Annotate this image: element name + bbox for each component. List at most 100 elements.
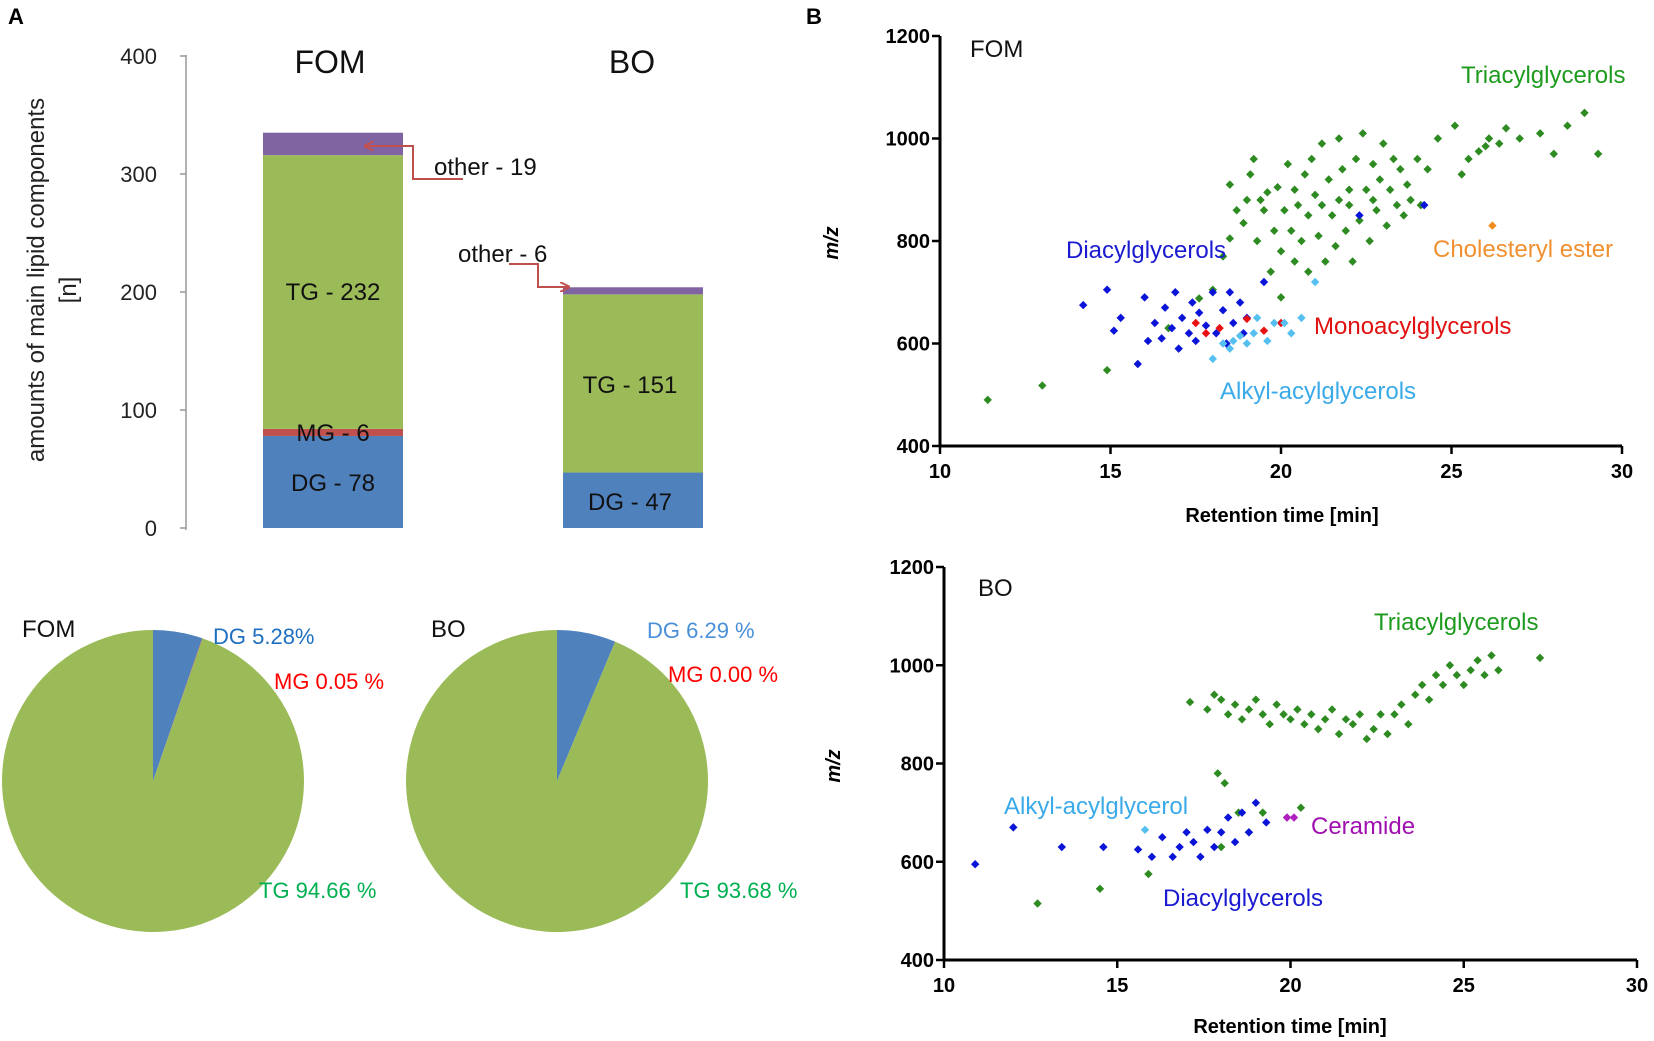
scatter-bo-point-triacylglycerols — [1397, 700, 1406, 709]
scatter-fom-point-triacylglycerols — [1399, 211, 1408, 220]
fom-label-cholesteryl-ester: Cholesteryl ester — [1433, 236, 1613, 263]
seg-label-bo-dg: DG - 47 — [588, 489, 672, 516]
bar-fom-mg — [263, 428, 403, 436]
scatter-fom-x-tick-label: 10 — [929, 461, 951, 483]
scatter-bo-point-triacylglycerols — [1203, 705, 1212, 714]
scatter-fom-x-label: Retention time [min] — [1185, 505, 1378, 527]
pie-bo-slice-tg — [406, 630, 709, 933]
scatter-fom-point-triacylglycerols — [1334, 195, 1344, 205]
scatter-bo-point-triacylglycerols — [1258, 710, 1267, 719]
scatter-fom-point-diacylglycerols — [1218, 305, 1228, 315]
scatter-fom-point-alkyl-acylglycerols — [1235, 331, 1245, 341]
pie-fom-slice-dg — [153, 630, 203, 781]
scatter-fom-point-triacylglycerols — [1276, 247, 1286, 256]
scatter-bo-point-triacylglycerols — [1314, 724, 1323, 734]
scatter-fom-point-diacylglycerols — [1201, 321, 1211, 330]
scatter-fom-point-triacylglycerols — [1563, 121, 1572, 130]
scatter-bo-point-triacylglycerols — [1473, 656, 1482, 665]
pie-chart-fom: FOM — [1, 616, 304, 932]
scatter-fom-y-tick-label: 1000 — [886, 129, 931, 151]
scatter-bo-point-triacylglycerols — [1230, 700, 1240, 709]
scatter-bo-point-triacylglycerols — [1369, 724, 1378, 734]
scatter-bo-point-triacylglycerols — [1411, 690, 1420, 699]
scatter-bo-point-triacylglycerols — [1237, 715, 1247, 724]
scatter-fom-point-triacylglycerols — [1580, 108, 1589, 118]
scatter-fom-point-diacylglycerols — [1157, 334, 1166, 343]
scatter-bo-point-triacylglycerols — [1296, 803, 1306, 812]
scatter-fom-point-monoacylglycerols — [1242, 314, 1252, 324]
scatter-bo-point-diacylglycerols — [970, 860, 980, 869]
scatter-fom-point-triacylglycerols — [1348, 257, 1357, 266]
scatter-bo-point-triacylglycerols — [1185, 697, 1195, 707]
scatter-fom-point-diacylglycerols — [1150, 318, 1160, 328]
scatter-fom-point-triacylglycerols — [1484, 134, 1494, 143]
arrow-other-bo — [509, 263, 568, 287]
bar-fom-dg — [263, 435, 403, 528]
scatter-fom-point-diacylglycerols — [1212, 329, 1221, 338]
scatter-fom-point-diacylglycerols — [1140, 293, 1149, 302]
scatter-fom-point-alkyl-acylglycerols — [1297, 313, 1306, 323]
scatter-fom-point-alkyl-acylglycerols — [1229, 336, 1238, 346]
bo-label-alkyl-acylglycerol: Alkyl-acylglycerol — [1004, 793, 1188, 820]
scatter-fom-point-triacylglycerols — [1362, 185, 1371, 194]
bar-y-tick-label: 200 — [120, 280, 157, 305]
scatter-fom-point-triacylglycerols — [1358, 129, 1368, 138]
bar-bo-tg — [563, 294, 703, 473]
scatter-fom-point-diacylglycerols — [1420, 200, 1429, 210]
scatter-bo-point-diacylglycerols — [1189, 837, 1198, 847]
scatter-fom-point-triacylglycerols — [1304, 267, 1313, 276]
scatter-fom-point-alkyl-acylglycerols — [1208, 354, 1217, 364]
scatter-fom-point-alkyl-acylglycerols — [1287, 329, 1296, 338]
scatter-bo-y-tick-label: 1200 — [890, 557, 935, 579]
scatter-bo-point-triacylglycerols — [1417, 680, 1427, 690]
scatter-bo-point-triacylglycerols — [1244, 705, 1254, 714]
scatter-bo-point-diacylglycerols — [1210, 842, 1219, 852]
scatter-bo-point-triacylglycerols — [1348, 720, 1358, 729]
scatter-bo-point-triacylglycerols — [1535, 653, 1545, 663]
scatter-fom-point-diacylglycerols — [1167, 323, 1177, 333]
scatter-fom-point-triacylglycerols — [1385, 185, 1395, 194]
scatter-fom-point-diacylglycerols — [1194, 308, 1204, 317]
scatter-fom-point-triacylglycerols — [1273, 182, 1282, 192]
scatter-fom-point-diacylglycerols — [1174, 344, 1183, 353]
scatter-fom-point-triacylglycerols — [1355, 216, 1364, 225]
bar-y-tick-label: 100 — [120, 398, 157, 423]
scatter-fom-point-monoacylglycerols — [1259, 326, 1269, 335]
scatter-fom-point-alkyl-acylglycerols — [1225, 344, 1235, 353]
scatter-bo-point-triacylglycerols — [1438, 680, 1448, 690]
bar-y-tick-label: 400 — [120, 44, 157, 69]
scatter-fom-point-alkyl-acylglycerols — [1263, 336, 1272, 346]
scatter-fom-point-diacylglycerols — [1259, 277, 1269, 287]
scatter-bo-point-diacylglycerols — [1196, 852, 1205, 862]
scatter-bo-point-diacylglycerols — [1230, 837, 1240, 847]
scatter-bo-point-triacylglycerols — [1487, 651, 1496, 660]
scatter-bo-point-triacylglycerols — [1445, 661, 1455, 670]
scatter-fom-point-triacylglycerols — [1481, 141, 1490, 151]
scatter-bo-point-triacylglycerols — [1376, 710, 1385, 719]
scatter-fom-point-triacylglycerols — [1396, 165, 1405, 174]
bar-y-axis-label: amounts of main lipid components — [23, 98, 50, 462]
scatter-fom-point-diacylglycerols — [1208, 288, 1217, 297]
scatter-bo-point-diacylglycerols — [1133, 845, 1143, 854]
scatter-bo-point-triacylglycerols — [1220, 778, 1229, 788]
scatter-fom-y-tick-label: 400 — [897, 436, 930, 458]
scatter-bo-point-triacylglycerols — [1223, 710, 1233, 719]
scatter-fom-point-triacylglycerols — [1249, 154, 1258, 164]
scatter-fom-point-diacylglycerols — [1102, 285, 1112, 294]
scatter-bo-point-triacylglycerols — [1258, 808, 1267, 817]
pie-title-bo: BO — [431, 616, 466, 643]
scatter-fom-point-triacylglycerols — [1321, 257, 1330, 266]
scatter-fom-point-triacylglycerols — [1338, 165, 1347, 174]
scatter-bo-point-diacylglycerols — [1251, 798, 1261, 807]
scatter-fom-point-diacylglycerols — [1184, 329, 1194, 338]
scatter-fom-point-triacylglycerols — [1242, 195, 1252, 205]
scatter-fom-point-triacylglycerols — [1495, 139, 1504, 148]
scatter-bo-point-triacylglycerols — [1390, 710, 1399, 719]
seg-label-fom-mg: MG - 6 — [296, 420, 369, 447]
scatter-bo-point-triacylglycerols — [1320, 715, 1330, 724]
scatter-fom-point-triacylglycerols — [1266, 267, 1275, 276]
seg-label-fom-dg: DG - 78 — [291, 470, 375, 497]
scatter-fom-point-triacylglycerols — [1375, 175, 1385, 184]
scatter-fom-point-triacylglycerols — [1293, 200, 1303, 210]
scatter-fom-point-triacylglycerols — [1194, 294, 1204, 303]
